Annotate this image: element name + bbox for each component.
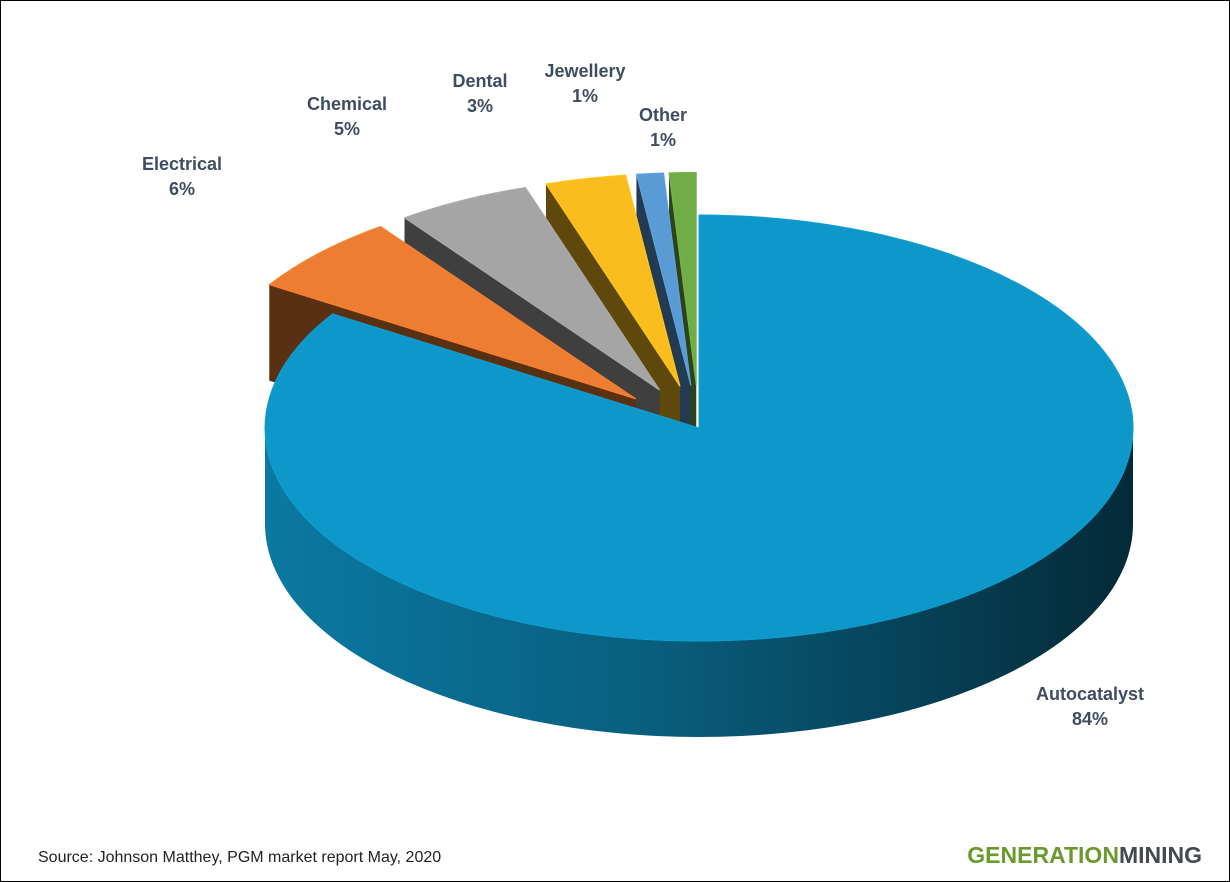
slice-label: Chemical [307,94,387,114]
slice-label: Other [639,105,687,125]
slice [264,214,1134,737]
slice-side [265,428,1133,737]
slice-top [264,214,1134,642]
logo-part: GENERATION [967,842,1119,868]
logo-part: MINING [1119,842,1202,868]
slice-value-label: 1% [572,86,598,106]
slice-value-label: 6% [169,179,195,199]
slice-value-label: 84% [1072,709,1108,729]
slice-label: Dental [452,71,507,91]
slice-top [668,171,697,386]
slice-label: Jewellery [544,61,625,81]
slice-top [403,186,661,391]
slice-label: Electrical [142,154,222,174]
slice-top [545,174,681,387]
logo: GENERATIONMINING [967,842,1202,868]
slice-value-label: 3% [467,96,493,116]
slice-label: Autocatalyst [1036,684,1144,704]
pie [264,171,1134,737]
slice-value-label: 1% [650,130,676,150]
slice-value-label: 5% [334,119,360,139]
labels: Autocatalyst 84% Electrical 6% Chemical 5% Den… [142,61,1144,729]
slice-top [268,225,637,400]
slice-top [635,172,692,386]
source-note: Source: Johnson Matthey, PGM market repo… [38,849,441,866]
